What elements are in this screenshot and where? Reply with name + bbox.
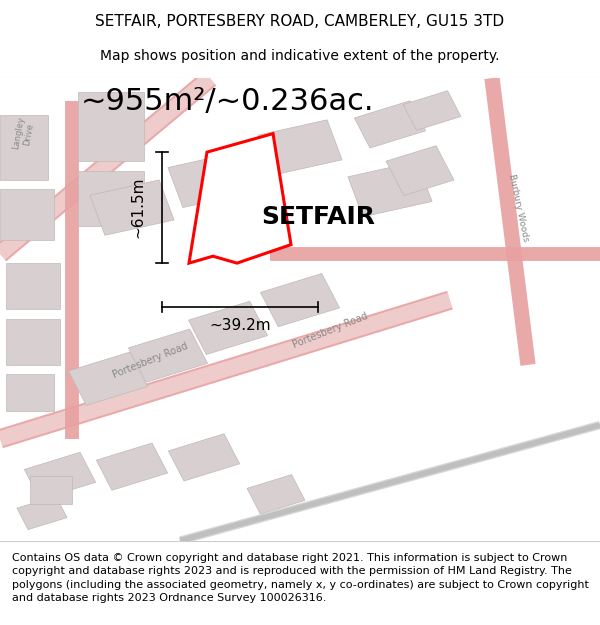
Polygon shape — [97, 443, 167, 490]
Polygon shape — [128, 329, 208, 382]
Text: ~61.5m: ~61.5m — [131, 177, 146, 238]
Polygon shape — [6, 374, 54, 411]
Text: ~39.2m: ~39.2m — [209, 318, 271, 333]
Polygon shape — [403, 91, 461, 130]
Polygon shape — [386, 146, 454, 196]
Polygon shape — [78, 92, 144, 161]
Polygon shape — [17, 496, 67, 529]
Polygon shape — [348, 161, 432, 217]
Text: SETFAIR, PORTESBERY ROAD, CAMBERLEY, GU15 3TD: SETFAIR, PORTESBERY ROAD, CAMBERLEY, GU1… — [95, 14, 505, 29]
Text: Langley
Drive: Langley Drive — [11, 116, 37, 152]
Polygon shape — [68, 352, 148, 406]
Polygon shape — [188, 301, 268, 354]
Text: Portesbery Road: Portesbery Road — [291, 311, 369, 350]
Polygon shape — [260, 274, 340, 327]
Polygon shape — [6, 319, 60, 365]
Polygon shape — [0, 115, 48, 180]
Polygon shape — [247, 474, 305, 514]
Polygon shape — [78, 171, 144, 226]
Polygon shape — [169, 434, 239, 481]
Text: Burbury Woods: Burbury Woods — [508, 173, 530, 242]
Polygon shape — [0, 189, 54, 240]
Polygon shape — [189, 134, 291, 263]
Polygon shape — [25, 452, 95, 499]
Text: ~955m²/~0.236ac.: ~955m²/~0.236ac. — [81, 87, 375, 116]
Text: Portesbery Road: Portesbery Road — [111, 341, 189, 380]
Polygon shape — [6, 263, 60, 309]
Polygon shape — [30, 476, 72, 504]
Polygon shape — [355, 101, 425, 148]
Polygon shape — [90, 180, 174, 235]
Polygon shape — [168, 152, 252, 208]
Text: Map shows position and indicative extent of the property.: Map shows position and indicative extent… — [100, 49, 500, 63]
Polygon shape — [258, 120, 342, 175]
Text: Contains OS data © Crown copyright and database right 2021. This information is : Contains OS data © Crown copyright and d… — [12, 553, 589, 603]
Text: SETFAIR: SETFAIR — [261, 205, 375, 229]
